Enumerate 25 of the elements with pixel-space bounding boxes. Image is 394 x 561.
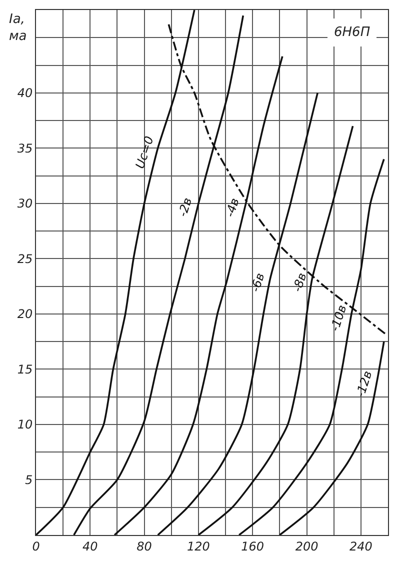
x-tick-label: 120 (187, 539, 210, 554)
line-series (278, 340, 385, 535)
x-tick-label: 200 (295, 539, 319, 554)
annotation: -8в (290, 271, 310, 294)
annotation: Uc=0 (132, 134, 156, 170)
y-axis-title: Iа, ма (9, 12, 27, 44)
x-tick-label: 160 (241, 539, 264, 554)
text: 6Н6П (334, 25, 370, 40)
annotation: -10в (328, 303, 350, 333)
annotation: -12в (353, 369, 375, 399)
y-tick-label: 15 (17, 362, 33, 376)
x-tick-label: 0 (32, 539, 40, 554)
y-tick-label: 20 (17, 307, 33, 322)
y-tick-label: 30 (17, 196, 33, 211)
x-tick-label: 240 (349, 539, 373, 554)
y-tick-label: 25 (17, 252, 33, 266)
annotation: -6в (248, 271, 268, 294)
x-tick-label: 40 (82, 539, 98, 554)
y-tick-label: 35 (17, 141, 33, 156)
annotation: -4в (222, 196, 242, 219)
annotation: -2в (175, 196, 195, 218)
y-tick-label: 40 (17, 86, 33, 100)
y-tick-label: 5 (24, 472, 33, 487)
y-tick-label: 10 (17, 418, 33, 432)
x-tick-label: 80 (136, 539, 152, 554)
